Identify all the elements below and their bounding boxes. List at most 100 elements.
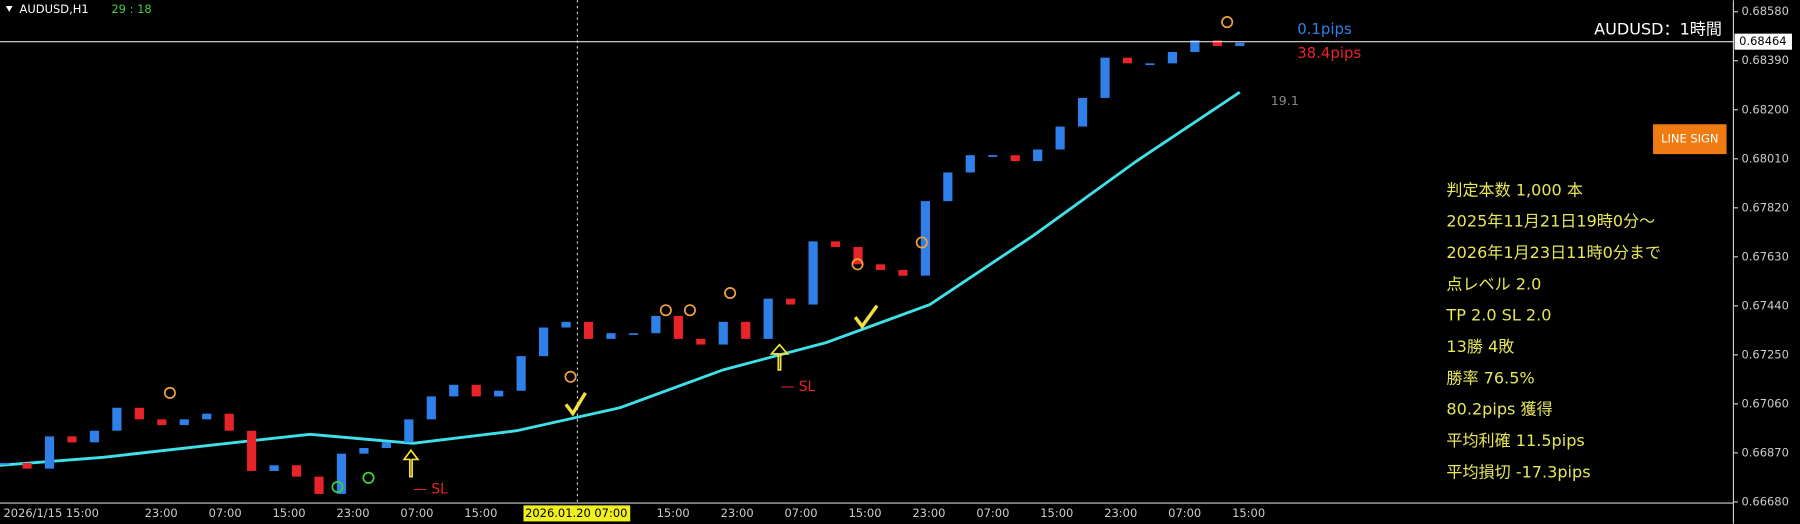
price-label: 0.68200 (1741, 102, 1788, 116)
menu-arrow (5, 6, 13, 12)
spread: 0.1pips (1297, 20, 1352, 38)
time-label: 15:00 (464, 506, 497, 520)
time-label: 07:00 (1168, 506, 1201, 520)
candle (606, 333, 616, 339)
stat-line: TP 2.0 SL 2.0 (1445, 306, 1551, 325)
time-label: 07:00 (976, 506, 1009, 520)
stat-line: 2026年1月23日11時0分まで (1446, 243, 1661, 262)
stat-line: 点レベル 2.0 (1446, 274, 1541, 293)
sl-label: — SL (781, 379, 816, 395)
candle (67, 436, 77, 443)
moving-average (0, 91, 1241, 467)
candle (157, 419, 167, 426)
candle (875, 264, 886, 270)
time-label: 15:00 (1040, 506, 1073, 520)
cursor-time: 2026.01.20 07:00 (525, 506, 627, 520)
current-price-label: 0.68464 (1739, 34, 1786, 48)
time-label: 2026/1/15 15:00 (3, 506, 99, 520)
stat-line: 平均損切 -17.3pips (1446, 462, 1590, 481)
candle (651, 315, 661, 334)
candle (763, 298, 773, 339)
time-label: 07:00 (400, 506, 433, 520)
candle (404, 419, 414, 443)
candle (1100, 57, 1110, 98)
stat-line: 判定本数 1,000 本 (1446, 180, 1583, 199)
candle (853, 247, 863, 265)
entry-arrow (402, 448, 420, 478)
candle (291, 465, 302, 477)
candle (494, 390, 504, 397)
time-label: 07:00 (209, 506, 242, 520)
candle (1055, 126, 1065, 150)
candle (538, 327, 549, 357)
signal-circle (724, 286, 737, 300)
price-label: 0.68390 (1741, 53, 1788, 67)
candle (1010, 155, 1020, 162)
candle (583, 321, 594, 339)
candle (965, 155, 975, 173)
candle (0, 462, 10, 465)
candle (202, 413, 212, 420)
signal-circle (362, 471, 375, 484)
signal-circle (851, 258, 864, 271)
candle (224, 413, 234, 431)
time-label: 23:00 (1104, 506, 1137, 520)
candle (179, 419, 189, 426)
candle (628, 333, 639, 335)
candle (381, 442, 391, 449)
stat-line: 2025年11月21日19時0分～ (1446, 212, 1655, 231)
candle (898, 269, 908, 276)
line-sign-label[interactable]: LINE SIGN (1661, 132, 1718, 146)
time-label: 23:00 (145, 506, 178, 520)
line-sign-button[interactable] (1653, 124, 1727, 155)
price-label: 0.68580 (1741, 4, 1788, 18)
candle (561, 321, 571, 328)
candle (673, 315, 683, 339)
signal-circle (683, 304, 696, 317)
candle (696, 338, 706, 345)
signal-circle (331, 480, 344, 494)
candle (516, 356, 526, 391)
candle (22, 462, 32, 469)
signal-markers (163, 16, 1234, 494)
time-label: 23:00 (912, 506, 945, 520)
signal-circle (564, 370, 577, 383)
stat-line: 平均利確 11.5pips (1446, 431, 1584, 450)
candle (44, 436, 55, 469)
candle (359, 448, 369, 454)
candle (134, 407, 144, 420)
check-mark (853, 304, 879, 330)
candle (471, 384, 481, 397)
candle (1077, 97, 1088, 127)
signal-circle (1221, 16, 1234, 29)
candle (830, 241, 841, 248)
sl-label: — SL (413, 481, 448, 497)
candle (426, 396, 436, 420)
time-label: 23:00 (336, 506, 369, 520)
signal-circle (915, 236, 928, 249)
candle (269, 465, 279, 471)
candle (1235, 42, 1245, 47)
candle (808, 241, 818, 305)
candle (1167, 51, 1178, 64)
candle (786, 298, 796, 305)
time-label: 15:00 (273, 506, 306, 520)
candle (741, 321, 751, 339)
entry-arrow (769, 343, 790, 371)
stat-line: 80.2pips 獲得 (1446, 400, 1552, 419)
chart-title: AUDUSD：1時間 (1594, 20, 1722, 39)
candle (449, 384, 459, 397)
time-label: 07:00 (785, 506, 818, 520)
band-value: 19.1 (1271, 93, 1299, 108)
price-label: 0.68010 (1741, 151, 1788, 165)
price-label: 0.67060 (1741, 396, 1788, 410)
check-mark (564, 391, 587, 417)
profit: 38.4pips (1297, 44, 1361, 62)
timer: 29 : 18 (111, 2, 151, 16)
candle (336, 453, 347, 494)
current-price-box (1734, 33, 1792, 50)
candle (718, 321, 728, 345)
time-label: 15:00 (1232, 506, 1265, 520)
price-label: 0.66680 (1741, 494, 1788, 508)
